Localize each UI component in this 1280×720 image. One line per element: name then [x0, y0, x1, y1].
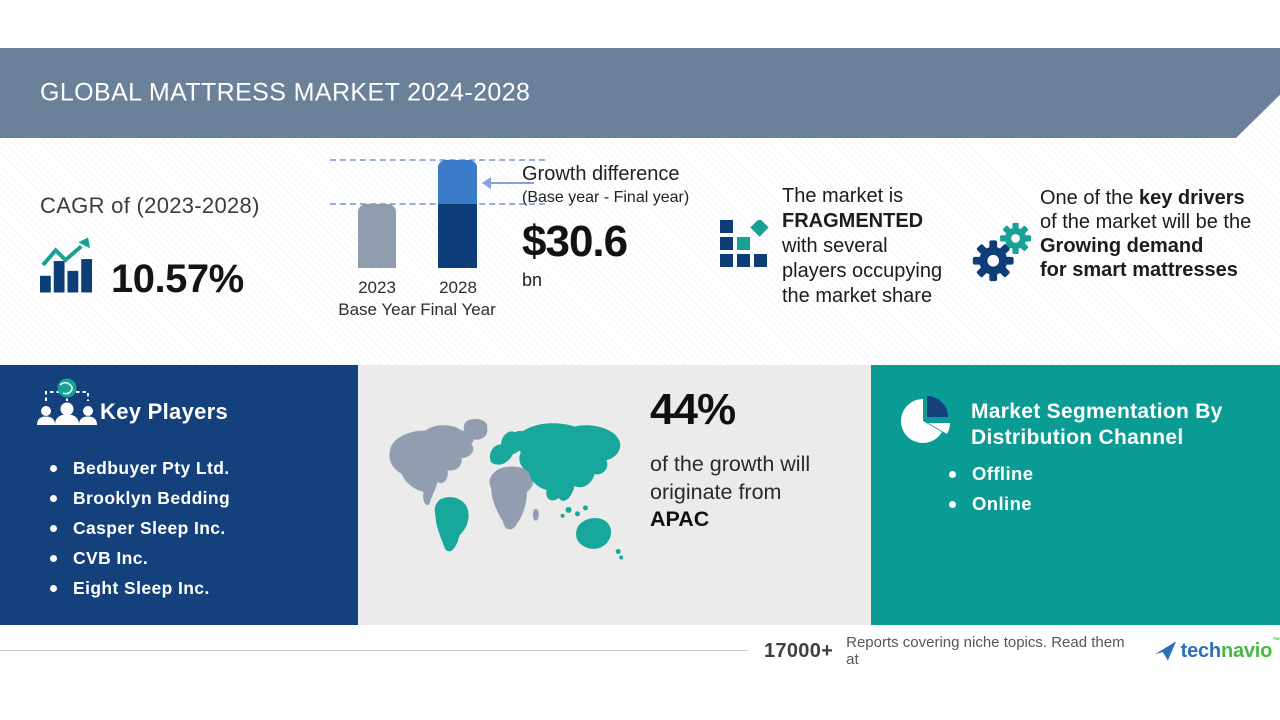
growth-difference-unit: bn: [522, 270, 543, 290]
bar-2023-label: 2023 Base Year: [338, 278, 416, 319]
header-banner: GLOBAL MATTRESS MARKET 2024-2028: [0, 48, 1280, 138]
org-chart-globe-icon: [36, 377, 98, 440]
segmentation-title: Market Segmentation By Distribution Chan…: [971, 400, 1223, 449]
key-driver-text: One of the key drivers of the market wil…: [1040, 187, 1252, 281]
page-title: GLOBAL MATTRESS MARKET 2024-2028: [40, 78, 531, 107]
growth-difference-subtitle: (Base year - Final year): [522, 189, 690, 206]
cagr-label: CAGR of (2023-2028): [40, 193, 260, 218]
bar-2028: [438, 160, 477, 268]
growth-difference-section: Growth difference (Base year - Final yea…: [522, 163, 732, 291]
region-growth-panel: 44% of the growth will originate from AP…: [358, 365, 871, 625]
reference-line-base: [330, 203, 545, 205]
segmentation-item: Offline: [949, 459, 1033, 489]
footer-tagline: Reports covering niche topics. Read them…: [846, 634, 1125, 668]
technavio-arrow-icon: [1154, 640, 1176, 661]
pie-chart-icon: [897, 393, 953, 454]
cagr-value: 10.57%: [111, 257, 244, 302]
footer: 17000+ Reports covering niche topics. Re…: [764, 634, 1280, 668]
key-player-item: Casper Sleep Inc.: [50, 513, 230, 543]
reports-count: 17000+: [764, 639, 834, 662]
reference-line-final: [330, 159, 545, 161]
footer-divider: [0, 650, 748, 651]
bar-2023: [358, 204, 396, 268]
world-map: [374, 409, 642, 576]
key-player-item: Bedbuyer Pty Ltd.: [50, 453, 230, 483]
region-percent: 44%: [650, 385, 736, 434]
technavio-logo: technavio™: [1154, 635, 1280, 663]
fragmented-squares-icon: [720, 218, 772, 275]
key-player-item: CVB Inc.: [50, 543, 230, 573]
key-players-list: Bedbuyer Pty Ltd. Brooklyn Bedding Caspe…: [50, 453, 230, 603]
growth-difference-title: Growth difference: [522, 163, 680, 185]
bar-chart: 2023 Base Year 2028 Final Year: [330, 150, 545, 322]
key-player-item: Brooklyn Bedding: [50, 483, 230, 513]
market-structure-text: The market is FRAGMENTED with several pl…: [782, 185, 943, 307]
bar-2028-growth-segment: [438, 160, 477, 204]
region-description: of the growth will originate from APAC: [650, 452, 811, 531]
segmentation-panel: Market Segmentation By Distribution Chan…: [871, 365, 1280, 625]
gears-icon: [968, 218, 1034, 291]
bar-2028-label: 2028 Final Year: [420, 278, 496, 319]
key-player-item: Eight Sleep Inc.: [50, 573, 230, 603]
growth-callout-arrow: [482, 177, 534, 189]
key-players-panel: Key Players Bedbuyer Pty Ltd. Brooklyn B…: [0, 365, 358, 625]
cagr-section: CAGR of (2023-2028) 10.57%: [40, 193, 260, 302]
segmentation-list: Offline Online: [949, 459, 1033, 519]
key-players-title: Key Players: [100, 399, 229, 424]
region-growth-text: 44% of the growth will originate from AP…: [650, 385, 810, 534]
region-highlight: APAC: [650, 507, 710, 531]
technavio-wordmark: technavio™: [1180, 635, 1280, 662]
segmentation-item: Online: [949, 489, 1033, 519]
growth-chart-icon: [40, 235, 93, 298]
growth-difference-value: $30.6: [522, 217, 628, 266]
